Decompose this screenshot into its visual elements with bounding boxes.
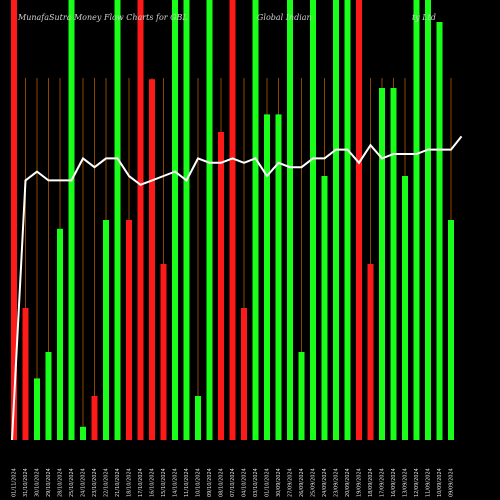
x-tick-label: 03/10/2024 [253,468,259,497]
x-tick-label: 09/09/2024 [449,468,455,497]
x-tick-label: 08/10/2024 [219,468,225,497]
bar-23/09/2024 [333,0,339,440]
x-tick-label: 01/10/2024 [265,468,271,497]
x-tick-label: 04/10/2024 [242,468,248,497]
bar-21/10/2024 [114,0,121,440]
x-tick-label: 19/09/2024 [357,468,363,497]
bar-series [11,0,454,441]
x-tick-label: 25/10/2024 [69,468,75,497]
bar-12/09/2024 [413,0,420,440]
x-tick-label: 10/10/2024 [196,468,202,497]
bar-13/09/2024 [402,176,408,440]
x-tick-label: 30/09/2024 [276,468,282,497]
chart-title-part-1: MunafaSutra Money Flow Charts for GBL [17,13,188,22]
bar-24/10/2024 [80,426,86,440]
bar-27/09/2024 [287,0,293,440]
bar-15/10/2024 [160,264,167,440]
bar-14/10/2024 [172,0,178,440]
bar-04/10/2024 [241,308,247,440]
x-tick-label: 31/10/2024 [23,468,29,497]
x-tick-label: 23/09/2024 [334,468,340,497]
x-tick-label: 29/10/2024 [46,468,52,497]
x-tick-label: 30/10/2024 [35,468,41,497]
x-tick-label: 17/10/2024 [138,468,144,497]
bar-18/09/2024 [367,264,374,440]
x-tick-label: 16/10/2024 [150,468,156,497]
x-tick-label: 13/09/2024 [403,468,409,497]
x-tick-label: 14/10/2024 [173,468,179,497]
x-tick-label: 28/10/2024 [58,468,64,497]
x-tick-label: 20/09/2024 [345,468,351,497]
x-tick-label: 18/10/2024 [127,468,133,497]
x-tick-label: 15/10/2024 [161,468,167,497]
x-tick-labels: 01/11/2024 31/10/2024 30/10/2024 29/10/2024… [12,468,455,497]
x-tick-label: 11/09/2024 [426,468,432,497]
bar-26/09/2024 [298,352,305,440]
x-tick-label: 23/10/2024 [92,468,98,497]
x-tick-label: 21/10/2024 [115,468,121,497]
bar-03/10/2024 [252,0,259,440]
chart-title-part-2: Global Indian [257,13,312,22]
x-tick-label: 25/09/2024 [311,468,317,497]
x-tick-label: 22/10/2024 [104,468,110,497]
x-tick-label: 09/10/2024 [207,468,213,497]
x-tick-label: 17/09/2024 [380,468,386,497]
x-tick-label: 12/09/2024 [414,468,420,497]
bar-31/10/2024 [22,308,29,440]
bar-11/10/2024 [183,0,190,440]
bar-17/10/2024 [137,0,144,440]
bar-28/10/2024 [57,228,63,440]
bar-25/10/2024 [68,0,75,440]
x-tick-label: 24/09/2024 [322,468,328,497]
bar-16/09/2024 [390,88,397,440]
x-tick-label: 26/09/2024 [299,468,305,497]
bar-29/10/2024 [45,352,52,440]
x-tick-label: 18/09/2024 [368,468,374,497]
x-tick-label: 27/09/2024 [288,468,294,497]
x-tick-label: 07/10/2024 [230,468,236,497]
bar-01/10/2024 [264,114,270,441]
x-tick-label: 11/10/2024 [184,468,190,497]
bar-10/09/2024 [436,22,443,440]
bar-18/10/2024 [126,220,132,440]
bar-16/10/2024 [149,79,155,440]
chart-title: MunafaSutra Money Flow Charts for GBL Gl… [17,13,436,22]
chart-title-part-3: ty Ltd [412,13,436,22]
bar-07/10/2024 [229,0,236,440]
x-tick-label: 16/09/2024 [391,468,397,497]
bar-24/09/2024 [321,176,328,440]
bar-22/10/2024 [103,220,109,440]
bar-20/09/2024 [344,0,351,440]
bar-08/10/2024 [218,132,224,440]
bar-30/09/2024 [275,114,282,441]
x-tick-label: 24/10/2024 [81,468,87,497]
bar-10/10/2024 [195,396,201,440]
bar-11/09/2024 [425,0,431,440]
bar-09/09/2024 [448,220,454,440]
x-tick-label: 10/09/2024 [437,468,443,497]
bar-23/10/2024 [91,396,98,440]
bar-30/10/2024 [34,378,40,440]
bar-09/10/2024 [206,0,213,440]
money-flow-line [11,135,463,441]
bar-25/09/2024 [310,0,316,440]
x-tick-label: 01/11/2024 [12,468,18,497]
bar-17/09/2024 [379,88,385,440]
bar-19/09/2024 [356,0,362,440]
bar-01/11/2024 [11,0,17,440]
